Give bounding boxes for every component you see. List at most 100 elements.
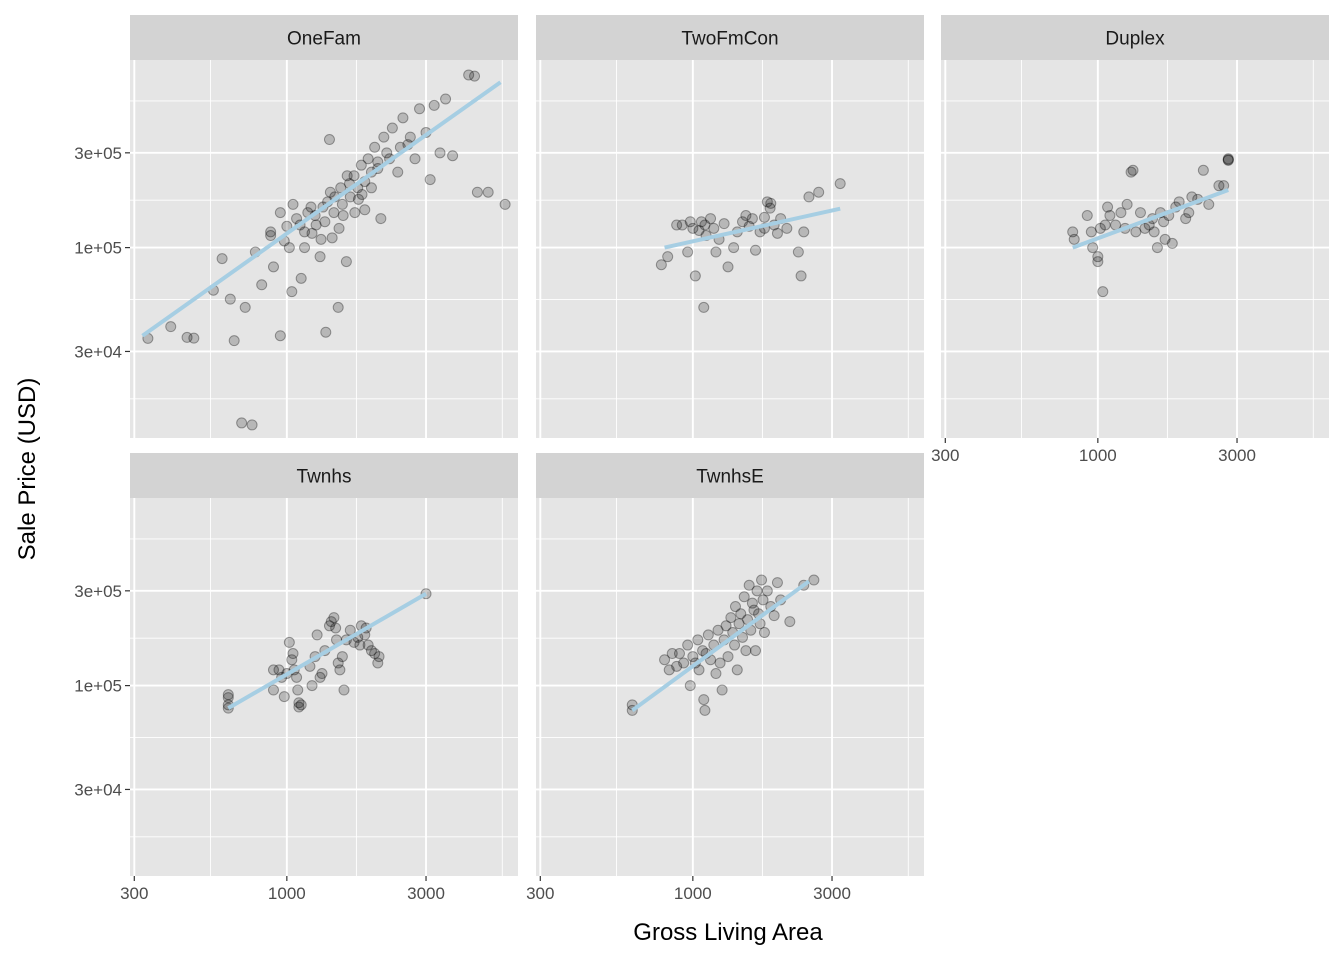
data-point bbox=[682, 639, 694, 651]
data-point bbox=[314, 671, 326, 683]
facet-twnhs: Twnhs 3e+04 1e+05 3e+05 300 1000 3000 bbox=[74, 453, 518, 903]
data-point bbox=[286, 654, 298, 666]
data-point bbox=[1092, 256, 1104, 268]
data-point bbox=[434, 147, 446, 159]
data-point bbox=[699, 219, 711, 231]
facet-strip-twnhse bbox=[536, 453, 924, 498]
data-point bbox=[756, 574, 768, 586]
panel-background-duplex bbox=[941, 60, 1329, 438]
facet-strip-twnhs bbox=[130, 453, 518, 498]
gridlines-twnhs bbox=[130, 498, 518, 876]
data-point bbox=[352, 193, 364, 205]
data-point bbox=[314, 251, 326, 263]
data-point bbox=[1222, 153, 1234, 165]
facet-strip-label-duplex: Duplex bbox=[1105, 29, 1165, 50]
data-point bbox=[740, 645, 752, 657]
data-point bbox=[336, 651, 348, 663]
data-point bbox=[256, 279, 268, 291]
facet-onefam: OneFam 3e+04 1e+05 3e+05 bbox=[74, 15, 518, 438]
data-point bbox=[333, 222, 345, 234]
data-point bbox=[365, 182, 377, 194]
data-point bbox=[702, 629, 714, 641]
gridlines-twnhse bbox=[536, 498, 924, 876]
data-point bbox=[678, 657, 690, 669]
data-point bbox=[1115, 207, 1127, 219]
data-point bbox=[340, 256, 352, 268]
data-point bbox=[751, 585, 763, 597]
data-point bbox=[714, 657, 726, 669]
trend-line-onefam bbox=[141, 80, 502, 338]
y-tick-label: 3e+05 bbox=[74, 144, 122, 163]
data-point bbox=[750, 244, 762, 256]
data-point bbox=[697, 645, 709, 657]
data-point bbox=[743, 579, 755, 591]
data-point bbox=[659, 654, 671, 666]
trend-line-twnhs bbox=[227, 592, 428, 710]
data-point bbox=[1183, 207, 1195, 219]
data-point bbox=[274, 330, 286, 342]
data-point bbox=[293, 697, 305, 709]
data-point bbox=[729, 639, 741, 651]
data-point bbox=[414, 103, 426, 115]
data-point bbox=[708, 222, 720, 234]
data-point bbox=[362, 153, 374, 165]
data-point bbox=[695, 216, 707, 228]
data-point bbox=[737, 216, 749, 228]
data-point bbox=[228, 335, 240, 347]
data-point bbox=[666, 648, 678, 660]
data-point bbox=[287, 198, 299, 210]
y-tick-label: 1e+05 bbox=[74, 239, 122, 258]
x-tick-label: 300 bbox=[120, 884, 148, 903]
trend-line-duplex bbox=[1071, 188, 1229, 250]
facet-strip-duplex bbox=[941, 15, 1329, 60]
data-point bbox=[1087, 242, 1099, 254]
data-point bbox=[311, 629, 323, 641]
data-point bbox=[356, 189, 368, 201]
data-point bbox=[369, 648, 381, 660]
data-point bbox=[299, 242, 311, 254]
facet-strip-label-onefam: OneFam bbox=[287, 29, 361, 50]
panel-background-twnhse bbox=[536, 498, 924, 876]
data-point bbox=[273, 664, 285, 676]
data-point bbox=[267, 664, 279, 676]
data-point bbox=[165, 321, 177, 333]
data-point bbox=[738, 591, 750, 603]
data-point bbox=[319, 216, 331, 228]
data-point bbox=[676, 219, 688, 231]
data-point bbox=[740, 210, 752, 222]
data-point bbox=[330, 622, 342, 634]
data-point bbox=[803, 191, 815, 203]
data-point bbox=[722, 261, 734, 273]
panel-background-onefam bbox=[130, 60, 518, 438]
data-point bbox=[310, 219, 322, 231]
data-point bbox=[348, 170, 360, 182]
data-point bbox=[834, 178, 846, 190]
data-point bbox=[716, 684, 728, 696]
data-point bbox=[315, 233, 327, 245]
x-tick-label: 1000 bbox=[674, 884, 712, 903]
data-point bbox=[375, 213, 387, 225]
data-point bbox=[373, 651, 385, 663]
data-point bbox=[359, 204, 371, 216]
data-point bbox=[447, 150, 459, 162]
data-point bbox=[181, 331, 193, 343]
points-twnhs bbox=[222, 588, 432, 714]
data-point bbox=[287, 648, 299, 660]
data-point bbox=[397, 112, 409, 124]
data-point bbox=[324, 186, 336, 198]
data-point bbox=[1134, 207, 1146, 219]
data-point bbox=[1213, 180, 1225, 192]
data-point bbox=[1121, 198, 1133, 210]
points-twnhse bbox=[626, 574, 820, 716]
data-point bbox=[692, 634, 704, 646]
facet-twofmcon: TwoFmCon bbox=[536, 15, 924, 438]
x-tick-label: 3000 bbox=[813, 884, 851, 903]
data-point bbox=[306, 227, 318, 239]
data-point bbox=[323, 620, 335, 632]
data-point bbox=[655, 259, 667, 271]
data-point bbox=[267, 261, 279, 273]
data-point bbox=[362, 639, 374, 651]
data-point bbox=[267, 684, 279, 696]
data-point bbox=[1094, 222, 1106, 234]
